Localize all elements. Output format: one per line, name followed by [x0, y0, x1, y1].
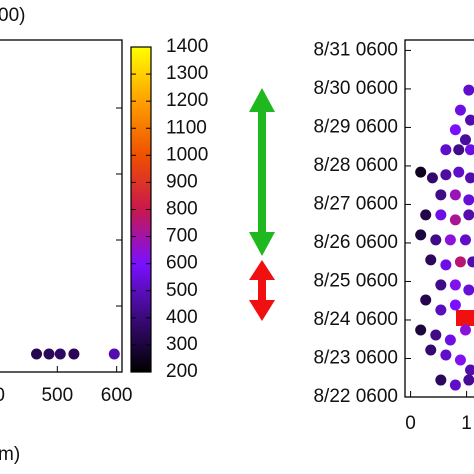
- point: [68, 348, 80, 360]
- point: [449, 124, 461, 136]
- point: [449, 279, 461, 291]
- point: [449, 379, 461, 391]
- colorbar-tick-label: 1300: [166, 63, 208, 84]
- point: [54, 348, 66, 360]
- point: [459, 324, 471, 336]
- point: [415, 324, 427, 336]
- y-tick-label: 8/26 0600: [313, 232, 398, 253]
- point: [463, 284, 474, 296]
- green-arrow: [249, 88, 275, 256]
- point: [463, 209, 474, 221]
- point: [449, 214, 461, 226]
- point: [440, 144, 452, 156]
- y-tick-label: 8/23 0600: [313, 348, 398, 369]
- right-frame: [404, 39, 474, 398]
- point: [459, 134, 471, 146]
- point: [444, 334, 456, 346]
- point: [454, 104, 466, 116]
- point: [426, 172, 438, 184]
- point: [435, 209, 447, 221]
- point: [440, 349, 452, 361]
- left-frame: [0, 39, 123, 373]
- point: [435, 189, 447, 201]
- point: [467, 256, 474, 268]
- y-tick-label: 8/31 0600: [313, 39, 398, 60]
- point: [425, 344, 437, 356]
- x-tick-label: 600: [101, 385, 133, 406]
- point: [108, 348, 120, 360]
- colorbar-tick-label: 500: [166, 280, 198, 301]
- colorbar-tick-label: 400: [166, 307, 198, 328]
- point: [453, 166, 465, 178]
- x-tick-label: 500: [41, 385, 73, 406]
- point: [435, 374, 447, 386]
- point: [435, 279, 447, 291]
- chart-title: 00): [0, 5, 25, 26]
- y-tick-label: 8/24 0600: [313, 309, 398, 330]
- colorbar-tick-label: 1100: [166, 117, 207, 138]
- colorbar-tick-label: 900: [166, 171, 198, 192]
- highlight-marker: [456, 310, 474, 326]
- y-tick-label: 8/22 0600: [313, 386, 398, 407]
- colorbar-tick-label: 800: [166, 199, 198, 220]
- point: [454, 354, 466, 366]
- point: [430, 234, 442, 246]
- point: [440, 169, 452, 181]
- point: [465, 364, 474, 376]
- colorbar-tick-label: 600: [166, 253, 198, 274]
- point: [31, 348, 43, 360]
- point: [465, 114, 474, 126]
- point: [453, 144, 465, 156]
- colorbar-tick-label: 300: [166, 334, 198, 355]
- red-arrow: [249, 260, 275, 321]
- point: [465, 172, 474, 184]
- point: [415, 166, 427, 178]
- point: [440, 259, 452, 271]
- colorbar-tick-label: 700: [166, 226, 198, 247]
- point: [444, 234, 456, 246]
- y-tick-label: 8/27 0600: [313, 193, 398, 214]
- colorbar-tick-label: 1000: [166, 144, 208, 165]
- point: [463, 374, 474, 386]
- x-tick-label: 1: [461, 413, 472, 434]
- point: [435, 304, 447, 316]
- y-tick-label: 8/25 0600: [313, 270, 398, 291]
- x-axis-label: m): [0, 444, 20, 465]
- point: [415, 229, 427, 241]
- point: [463, 194, 474, 206]
- point: [420, 294, 432, 306]
- colorbar-tick-label: 1200: [166, 90, 208, 111]
- point: [465, 144, 474, 156]
- point: [459, 234, 471, 246]
- y-tick-label: 8/28 0600: [313, 155, 398, 176]
- point: [43, 348, 55, 360]
- x-tick-label: 0: [0, 385, 5, 406]
- point: [420, 209, 432, 221]
- point: [449, 189, 461, 201]
- colorbar-tick-label: 1400: [166, 36, 208, 57]
- point: [463, 84, 474, 96]
- x-tick-label: 0: [405, 413, 416, 434]
- point: [454, 256, 466, 268]
- y-tick-label: 8/29 0600: [313, 116, 398, 137]
- colorbar-tick-label: 200: [166, 361, 198, 382]
- point: [430, 329, 442, 341]
- point: [449, 299, 461, 311]
- y-tick-label: 8/30 0600: [313, 78, 398, 99]
- point: [425, 254, 437, 266]
